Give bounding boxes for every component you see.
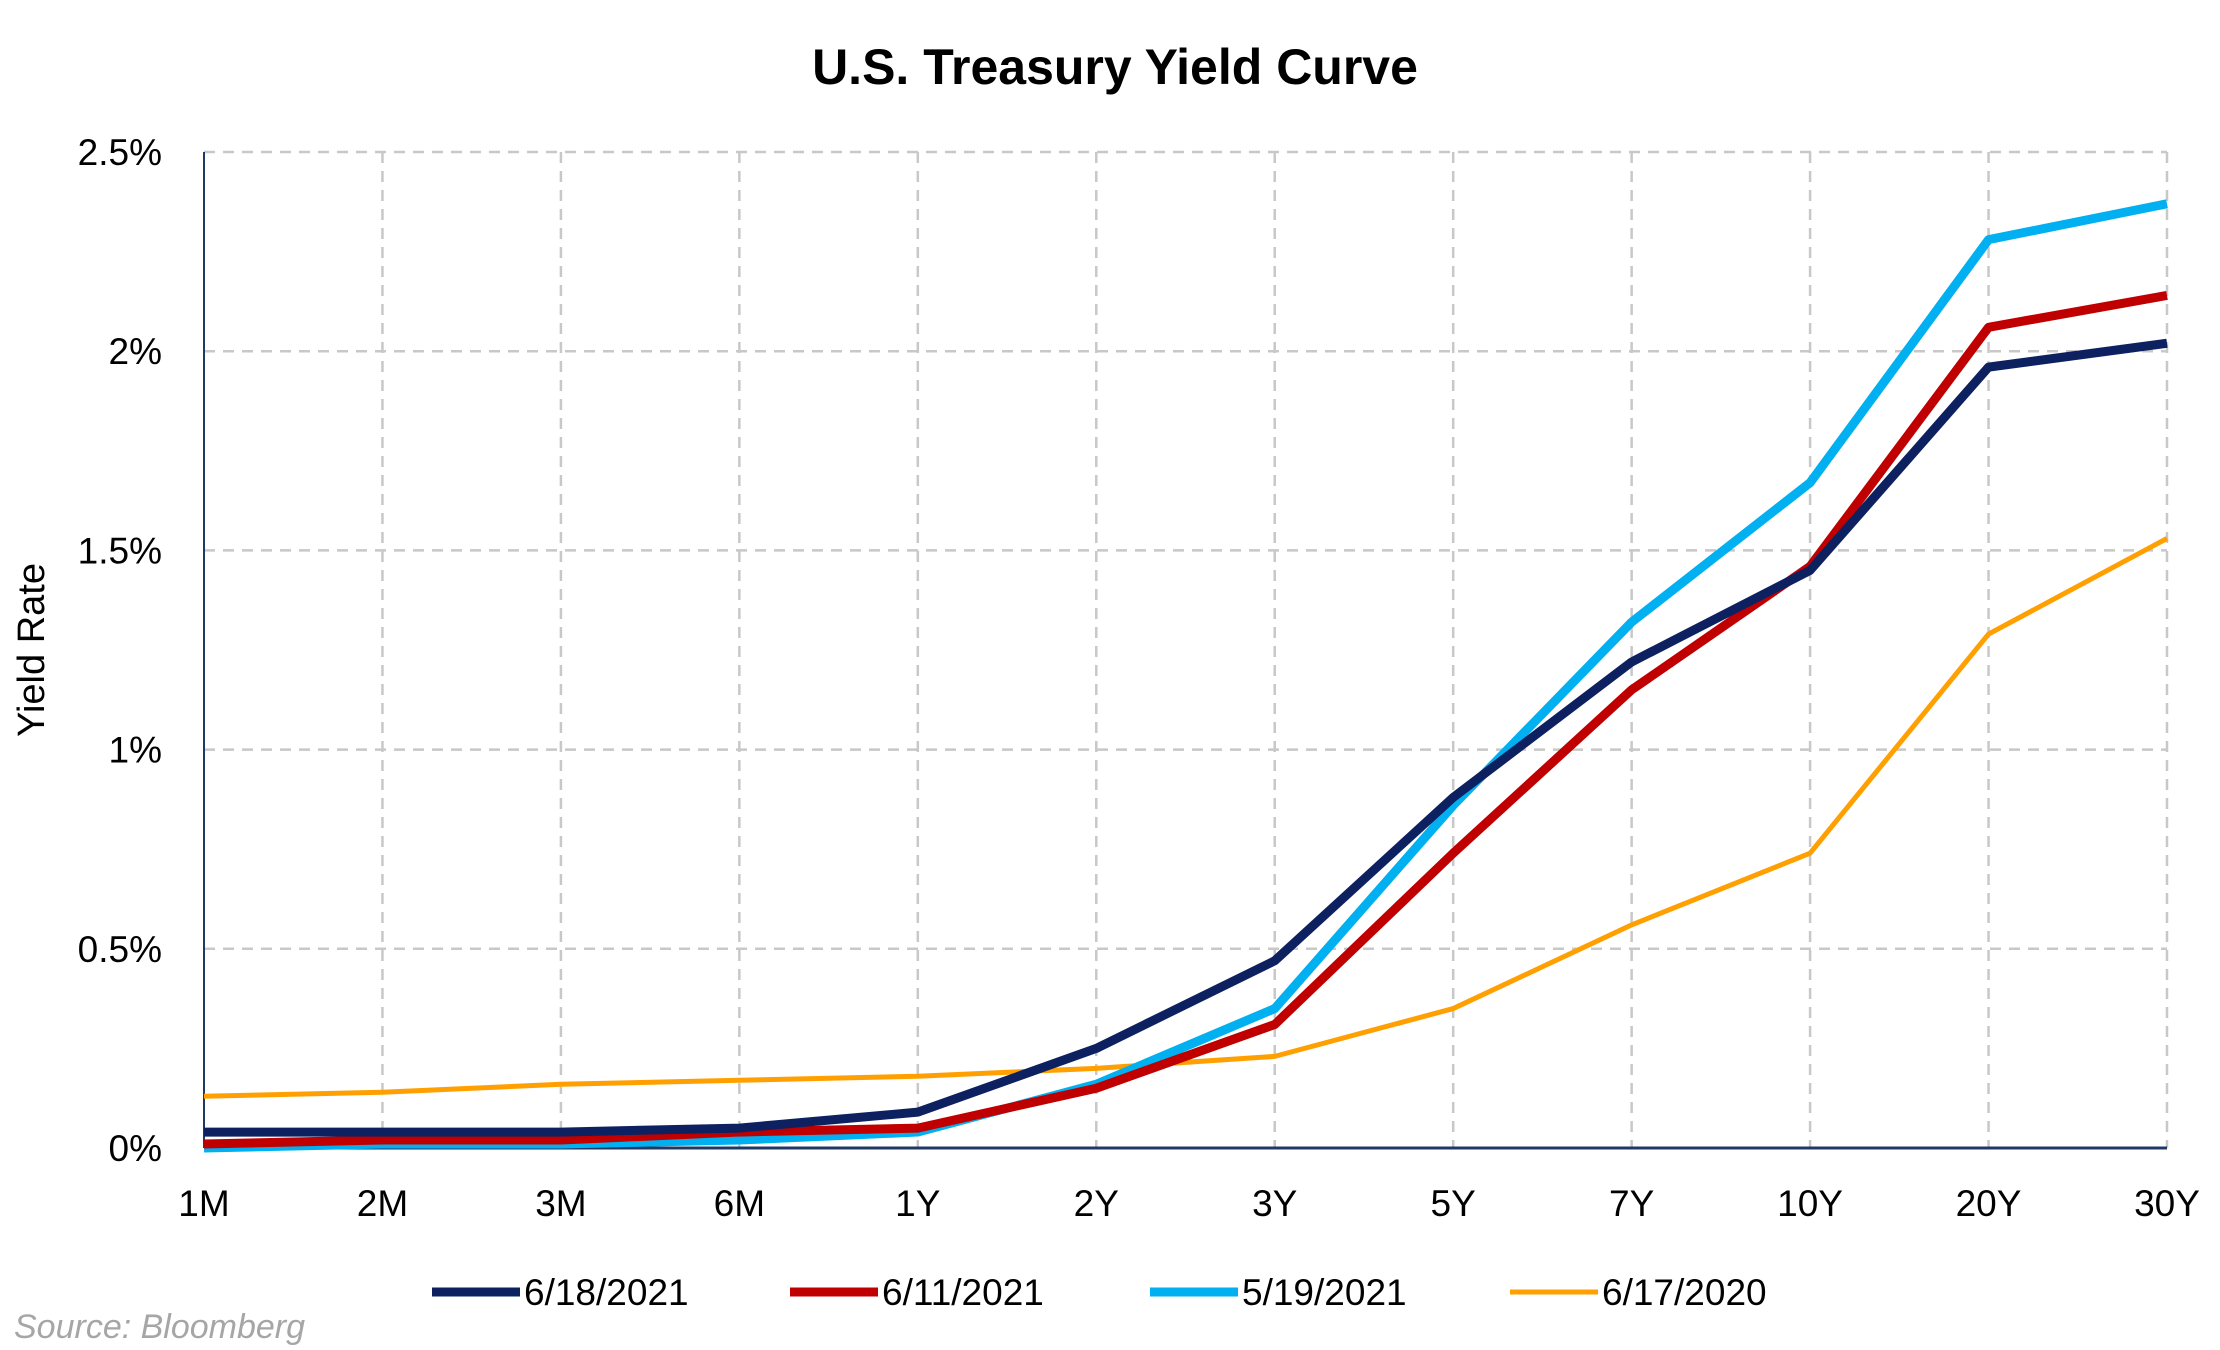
x-tick-label: 30Y	[2134, 1183, 2200, 1224]
x-tick-label: 1Y	[895, 1183, 940, 1224]
legend-item: 6/11/2021	[790, 1272, 1044, 1313]
x-tick-label: 3Y	[1252, 1183, 1297, 1224]
legend-item: 5/19/2021	[1150, 1272, 1407, 1313]
y-axis-label: Yield Rate	[11, 563, 53, 737]
legend-label: 5/19/2021	[1242, 1272, 1407, 1313]
y-tick-label: 0%	[109, 1128, 162, 1169]
x-tick-label: 7Y	[1609, 1183, 1654, 1224]
legend-label: 6/17/2020	[1602, 1272, 1767, 1313]
legend-label: 6/18/2021	[524, 1272, 689, 1313]
y-tick-label: 2%	[109, 331, 162, 372]
legend-label: 6/11/2021	[882, 1272, 1044, 1313]
chart-title: U.S. Treasury Yield Curve	[812, 39, 1418, 95]
y-tick-label: 1.5%	[78, 530, 162, 571]
series-line-6-17-2020	[203, 536, 2169, 1099]
legend-item: 6/17/2020	[1510, 1272, 1767, 1313]
x-tick-label: 2M	[357, 1183, 408, 1224]
y-tick-label: 1%	[109, 730, 162, 771]
x-tick-label: 5Y	[1431, 1183, 1476, 1224]
x-tick-label: 6M	[714, 1183, 765, 1224]
y-tick-label: 0.5%	[78, 929, 162, 970]
legend-item: 6/18/2021	[432, 1272, 689, 1313]
source-note: Source: Bloomberg	[14, 1308, 306, 1346]
x-tick-label: 20Y	[1956, 1183, 2022, 1224]
x-tick-label: 2Y	[1074, 1183, 1119, 1224]
x-tick-label: 10Y	[1777, 1183, 1843, 1224]
x-tick-label: 1M	[178, 1183, 229, 1224]
y-tick-label: 2.5%	[78, 132, 162, 173]
series-line-6-11-2021	[203, 290, 2168, 1149]
series-line-6-18-2021	[204, 338, 2168, 1137]
x-tick-label: 3M	[535, 1183, 586, 1224]
